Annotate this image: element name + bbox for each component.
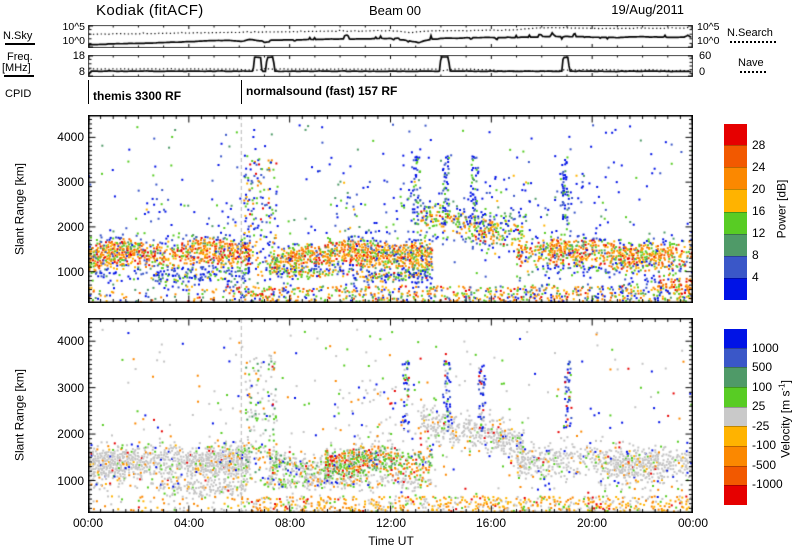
velocity-range-tick-label: 2000 bbox=[57, 427, 84, 441]
power-colorbar-tick-label: 8 bbox=[752, 248, 759, 262]
time-tick-label: 16:00 bbox=[475, 516, 507, 530]
velocity-range-tick-label: 1000 bbox=[57, 474, 84, 488]
freq-legend-label-1: Freq. bbox=[7, 51, 33, 63]
cpid-divider-start bbox=[88, 80, 89, 104]
time-tick-label: 20:00 bbox=[576, 516, 608, 530]
power-colorbar-segment bbox=[724, 211, 747, 234]
power-colorbar-segment bbox=[724, 255, 747, 278]
power-colorbar-tick-label: 12 bbox=[752, 226, 766, 240]
power-canvas bbox=[88, 115, 693, 303]
cpid-program-1: themis 3300 RF bbox=[93, 89, 182, 103]
velocity-unit-exponent: -1 bbox=[777, 383, 787, 391]
nsearch-legend-label: N.Search bbox=[727, 27, 773, 39]
velocity-colorbar-tick-label: 500 bbox=[752, 360, 773, 374]
nsky-ytick-bottom-left: 10^0 bbox=[62, 35, 85, 47]
velocity-colorbar-segment bbox=[724, 367, 747, 388]
nsky-panel-canvas bbox=[88, 25, 693, 48]
nsky-ytick-bottom-right: 10^0 bbox=[697, 35, 720, 47]
velocity-colorbar-tick-label: -100 bbox=[752, 438, 777, 452]
freq-ytick-bottom: 8 bbox=[78, 66, 85, 78]
time-tick-label: 00:00 bbox=[72, 516, 104, 530]
power-colorbar-tick-label: 4 bbox=[752, 270, 759, 284]
velocity-colorbar-segment bbox=[724, 347, 747, 368]
velocity-colorbar-tick-label: 1000 bbox=[752, 341, 779, 355]
power-range-tick-label: 1000 bbox=[57, 265, 84, 279]
freq-ytick-top: 18 bbox=[72, 50, 85, 62]
freq-legend-label-2: [MHz] bbox=[2, 62, 31, 74]
time-tick-label: 12:00 bbox=[375, 516, 407, 530]
nsky-legend-label: N.Sky bbox=[3, 30, 33, 42]
power-colorbar-segment bbox=[724, 277, 747, 300]
velocity-colorbar-segment bbox=[724, 329, 747, 348]
velocity-colorbar-tick-label: -500 bbox=[752, 458, 777, 472]
velocity-unit-prefix: Velocity [m s bbox=[778, 390, 793, 458]
velocity-range-axis-title: Slant Range [km] bbox=[12, 368, 27, 462]
velocity-colorbar-tick-label: -25 bbox=[752, 419, 770, 433]
velocity-colorbar-tick-label: 100 bbox=[752, 380, 773, 394]
power-range-tick-label: 3000 bbox=[57, 175, 84, 189]
nsky-ytick-top-right: 10^5 bbox=[697, 21, 720, 33]
velocity-colorbar-segment bbox=[724, 485, 747, 506]
velocity-colorbar-segment bbox=[724, 465, 747, 486]
power-colorbar bbox=[724, 124, 747, 300]
freq-solid-line-key bbox=[4, 75, 34, 77]
date-label: 19/Aug/2011 bbox=[611, 2, 684, 17]
page-title: Kodiak (fitACF) bbox=[96, 2, 204, 19]
nave-dotted-line-key bbox=[740, 71, 766, 73]
power-colorbar-segment bbox=[724, 189, 747, 212]
power-colorbar-tick-label: 20 bbox=[752, 182, 766, 196]
cpid-label: CPID bbox=[5, 88, 32, 100]
power-range-tick-label: 2000 bbox=[57, 220, 84, 234]
velocity-colorbar-segment bbox=[724, 406, 747, 427]
velocity-colorbar-tick-label: -1000 bbox=[752, 477, 783, 491]
velocity-range-tick-label: 4000 bbox=[57, 334, 84, 348]
velocity-colorbar-title: Velocity [m s-1] bbox=[776, 380, 793, 458]
cpid-program-2: normalsound (fast) 157 RF bbox=[246, 84, 398, 98]
velocity-range-tick-label: 3000 bbox=[57, 381, 84, 395]
power-colorbar-title: Power [dB] bbox=[774, 179, 789, 239]
time-axis-title: Time UT bbox=[368, 534, 414, 548]
power-colorbar-segment bbox=[724, 167, 747, 190]
time-tick-label: 04:00 bbox=[173, 516, 205, 530]
velocity-canvas bbox=[88, 318, 693, 513]
velocity-colorbar bbox=[724, 329, 747, 506]
nave-ytick-top: 60 bbox=[699, 50, 712, 62]
power-colorbar-segment bbox=[724, 233, 747, 256]
power-colorbar-tick-label: 24 bbox=[752, 160, 766, 174]
power-range-axis-title: Slant Range [km] bbox=[12, 162, 27, 256]
time-tick-label: 08:00 bbox=[274, 516, 306, 530]
velocity-colorbar-tick-label: 25 bbox=[752, 399, 766, 413]
time-tick-label: 00:00 bbox=[677, 516, 709, 530]
power-colorbar-segment bbox=[724, 124, 747, 146]
velocity-colorbar-segment bbox=[724, 387, 747, 407]
velocity-unit-suffix: ] bbox=[778, 380, 793, 384]
freq-panel-canvas bbox=[88, 55, 693, 77]
beam-label: Beam 00 bbox=[368, 3, 422, 18]
power-colorbar-tick-label: 28 bbox=[752, 138, 766, 152]
power-range-tick-label: 4000 bbox=[57, 130, 84, 144]
velocity-colorbar-segment bbox=[724, 446, 747, 466]
nave-ytick-bottom: 0 bbox=[699, 66, 706, 78]
power-colorbar-tick-label: 16 bbox=[752, 204, 766, 218]
power-colorbar-segment bbox=[724, 145, 747, 168]
cpid-divider-change bbox=[241, 80, 242, 104]
nsky-solid-line-key bbox=[5, 43, 35, 45]
nsearch-dotted-line-key bbox=[730, 41, 776, 43]
nsky-ytick-top-left: 10^5 bbox=[62, 21, 85, 33]
nave-legend-label: Nave bbox=[738, 57, 764, 69]
velocity-colorbar-segment bbox=[724, 426, 747, 447]
